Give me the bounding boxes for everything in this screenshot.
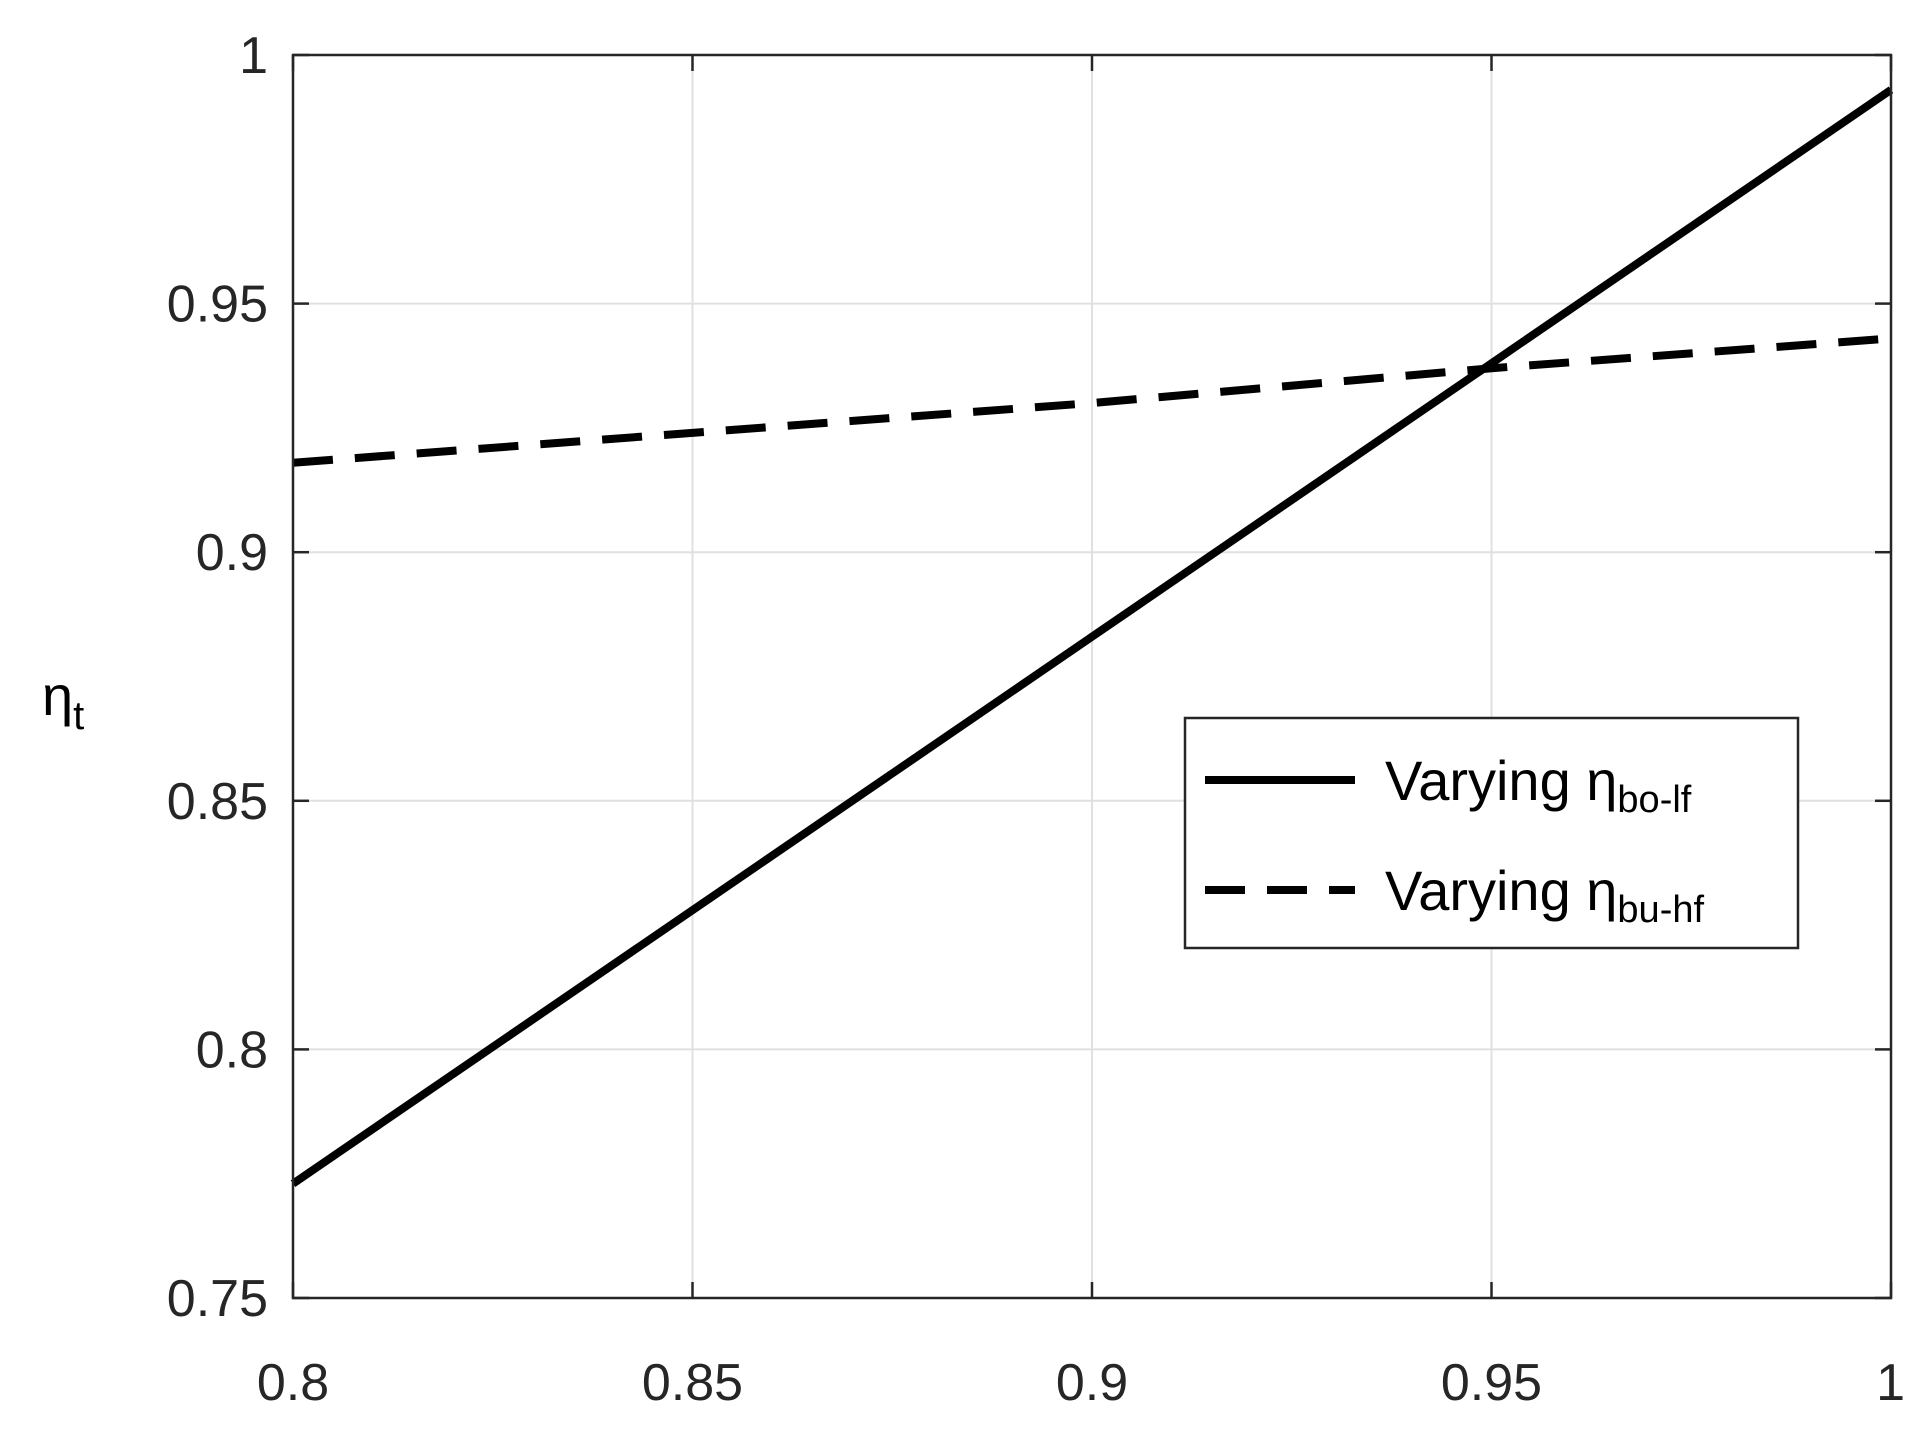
x-tick-labels: 0.8 0.85 0.9 0.95 1 — [257, 1354, 1905, 1412]
x-tick-label: 0.95 — [1441, 1354, 1542, 1412]
y-axis-label-main: η — [42, 664, 73, 727]
y-axis-label-sub: t — [73, 694, 84, 738]
y-tick-label: 0.8 — [196, 1021, 268, 1079]
legend-label-1-sub: bu-hf — [1617, 889, 1704, 931]
y-tick-label: 0.85 — [167, 773, 268, 831]
legend: Varying ηbo-lf Varying ηbu-hf — [1183, 716, 1800, 950]
series-layer — [290, 86, 1894, 1187]
series-line-solid — [290, 86, 1894, 1187]
legend-label-0-main: Varying η — [1385, 749, 1617, 812]
y-tick-label: 0.95 — [167, 276, 268, 334]
y-tick-labels: 0.75 0.8 0.85 0.9 0.95 1 — [167, 27, 268, 1328]
x-tick-label: 0.85 — [642, 1354, 743, 1412]
legend-label-1-main: Varying η — [1385, 859, 1617, 922]
x-tick-label: 1 — [1876, 1354, 1905, 1412]
y-tick-label: 0.75 — [167, 1270, 268, 1328]
y-axis-label: ηt — [42, 664, 84, 738]
y-tick-label: 1 — [239, 27, 268, 85]
y-tick-label: 0.9 — [196, 524, 268, 582]
x-tick-label: 0.9 — [1056, 1354, 1128, 1412]
grid — [293, 55, 1891, 1298]
legend-label-0: Varying ηbo-lf — [1385, 749, 1692, 821]
legend-label-0-sub: bo-lf — [1617, 779, 1691, 821]
legend-box — [1183, 716, 1800, 950]
legend-label-1: Varying ηbu-hf — [1385, 859, 1704, 931]
series-line-dashed — [292, 334, 1892, 467]
x-tick-label: 0.8 — [257, 1354, 329, 1412]
axis-ticks — [291, 53, 1893, 1300]
